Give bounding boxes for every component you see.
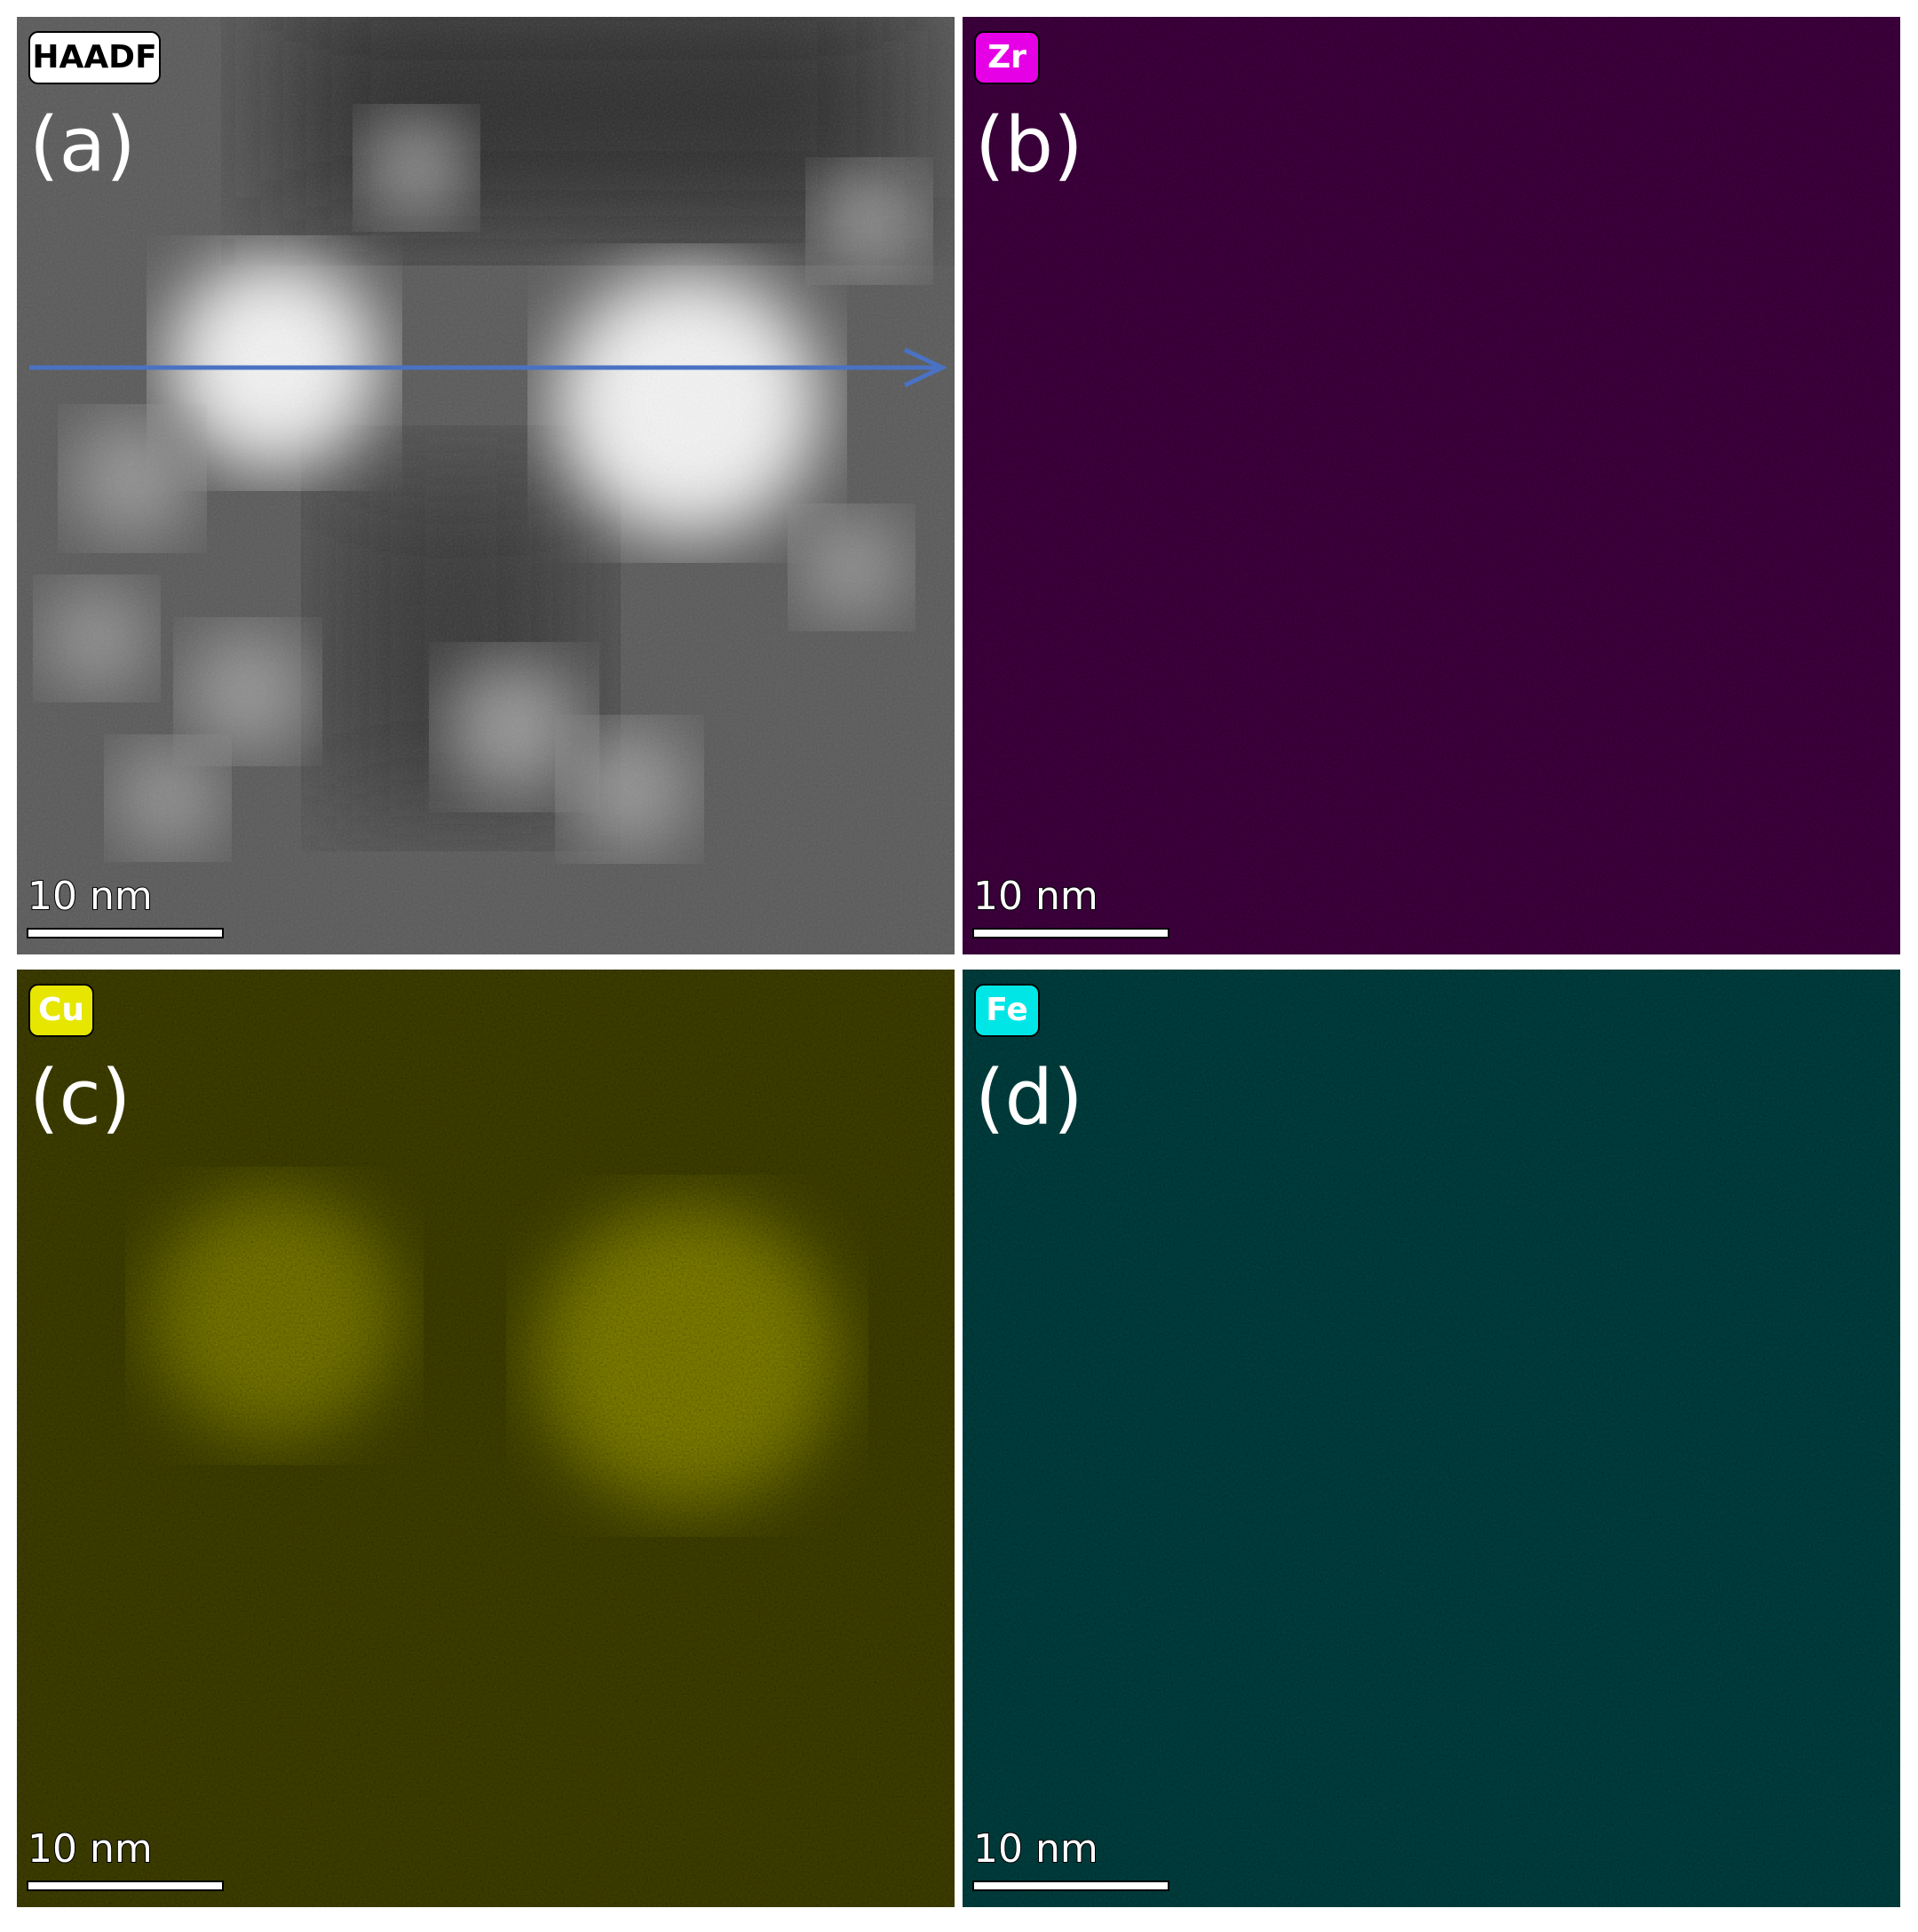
tag-text: Cu [38,992,84,1028]
tag-text: Zr [987,39,1026,75]
scale-bar-label: 10 nm [973,1826,1098,1872]
scale-bar [972,1881,1169,1891]
tag-text: HAADF [32,39,156,75]
panel-label: (a) [29,100,136,189]
arrow-head [903,347,947,388]
noise [17,970,955,1907]
scale-bar-label: 10 nm [28,874,153,919]
micrograph [17,17,955,954]
noise [963,970,1900,1907]
scale-bar-label: 10 nm [973,874,1098,919]
scale-bar [27,928,224,938]
panel-label: (b) [975,100,1083,189]
panel: Zr (b) 10 nm [963,17,1900,954]
tag-box [28,984,94,1037]
panel: Fe (d) 10 nm [963,970,1900,1907]
panel: Cu (c) 10 nm [17,970,955,1907]
noise [963,17,1900,954]
panel-label: (d) [975,1053,1083,1142]
panel-label: (c) [29,1053,131,1142]
scale-bar [27,1881,224,1891]
tag-box [28,31,161,84]
tag-text: Fe [986,992,1028,1028]
noise [17,17,955,954]
micrograph [963,970,1900,1907]
micrograph [17,970,955,1907]
panel: HAADF (a) 10 nm [17,17,955,954]
tag-box [974,31,1040,84]
scale-bar-label: 10 nm [28,1826,153,1872]
scale-bar [972,928,1169,938]
tag-box [974,984,1040,1037]
micrograph [963,17,1900,954]
